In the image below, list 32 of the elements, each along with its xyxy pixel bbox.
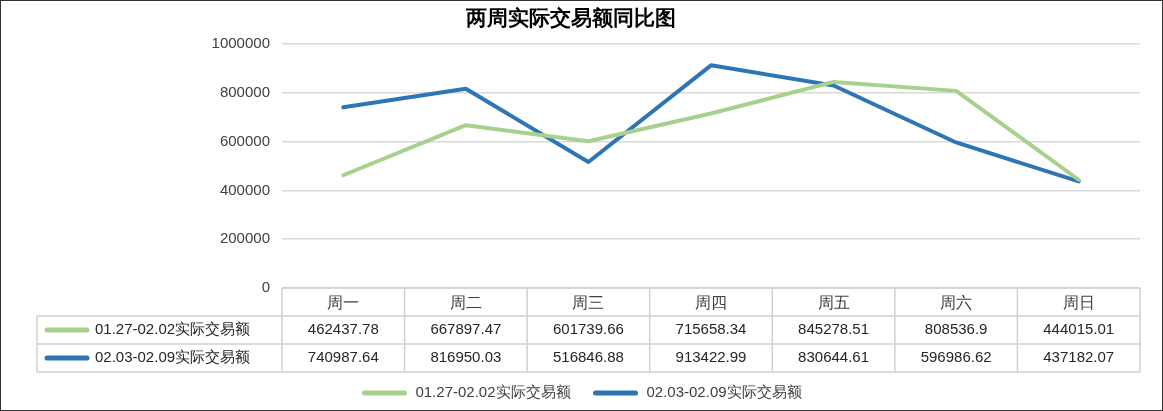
y-tick-label: 600000 — [219, 131, 270, 149]
y-tick-label: 800000 — [219, 83, 270, 101]
data-label: 913422.99 — [675, 348, 747, 366]
x-tick-label: 周日 — [1062, 292, 1095, 312]
data-label: 830644.61 — [798, 348, 870, 366]
data-label: 601739.66 — [552, 320, 624, 338]
text: 02.03-02.09实际交易额 — [646, 383, 802, 401]
x-tick-label: 周五 — [817, 292, 850, 312]
legend-label: 01.27-02.02实际交易额 — [95, 320, 251, 338]
data-label: 462437.78 — [307, 320, 379, 338]
x-tick-label: 周三 — [572, 292, 605, 312]
y-tick-label: 0 — [261, 278, 270, 296]
x-tick-label: 周四 — [695, 292, 727, 312]
data-label: 667897.47 — [430, 320, 502, 338]
x-tick-label: 周六 — [940, 292, 973, 312]
data-label: 437182.07 — [1043, 348, 1115, 366]
data-label: 816950.03 — [430, 348, 502, 366]
data-label: 845278.51 — [798, 320, 870, 338]
data-label: 715658.34 — [675, 320, 747, 338]
y-tick-label: 200000 — [219, 229, 270, 247]
data-label: 444015.01 — [1043, 320, 1115, 338]
data-label: 740987.64 — [307, 348, 379, 366]
x-tick-label: 周二 — [449, 292, 482, 312]
data-label: 516846.88 — [552, 348, 624, 366]
chart-title: 两周实际交易额同比图 — [464, 5, 676, 31]
data-label: 808536.9 — [924, 320, 988, 338]
data-label: 596986.62 — [920, 348, 992, 366]
text: 01.27-02.02实际交易额 — [415, 383, 571, 401]
x-tick-label: 周一 — [327, 292, 360, 312]
y-tick-label: 400000 — [219, 180, 270, 198]
y-tick-label: 1000000 — [211, 34, 270, 52]
legend-label: 02.03-02.09实际交易额 — [95, 348, 251, 366]
